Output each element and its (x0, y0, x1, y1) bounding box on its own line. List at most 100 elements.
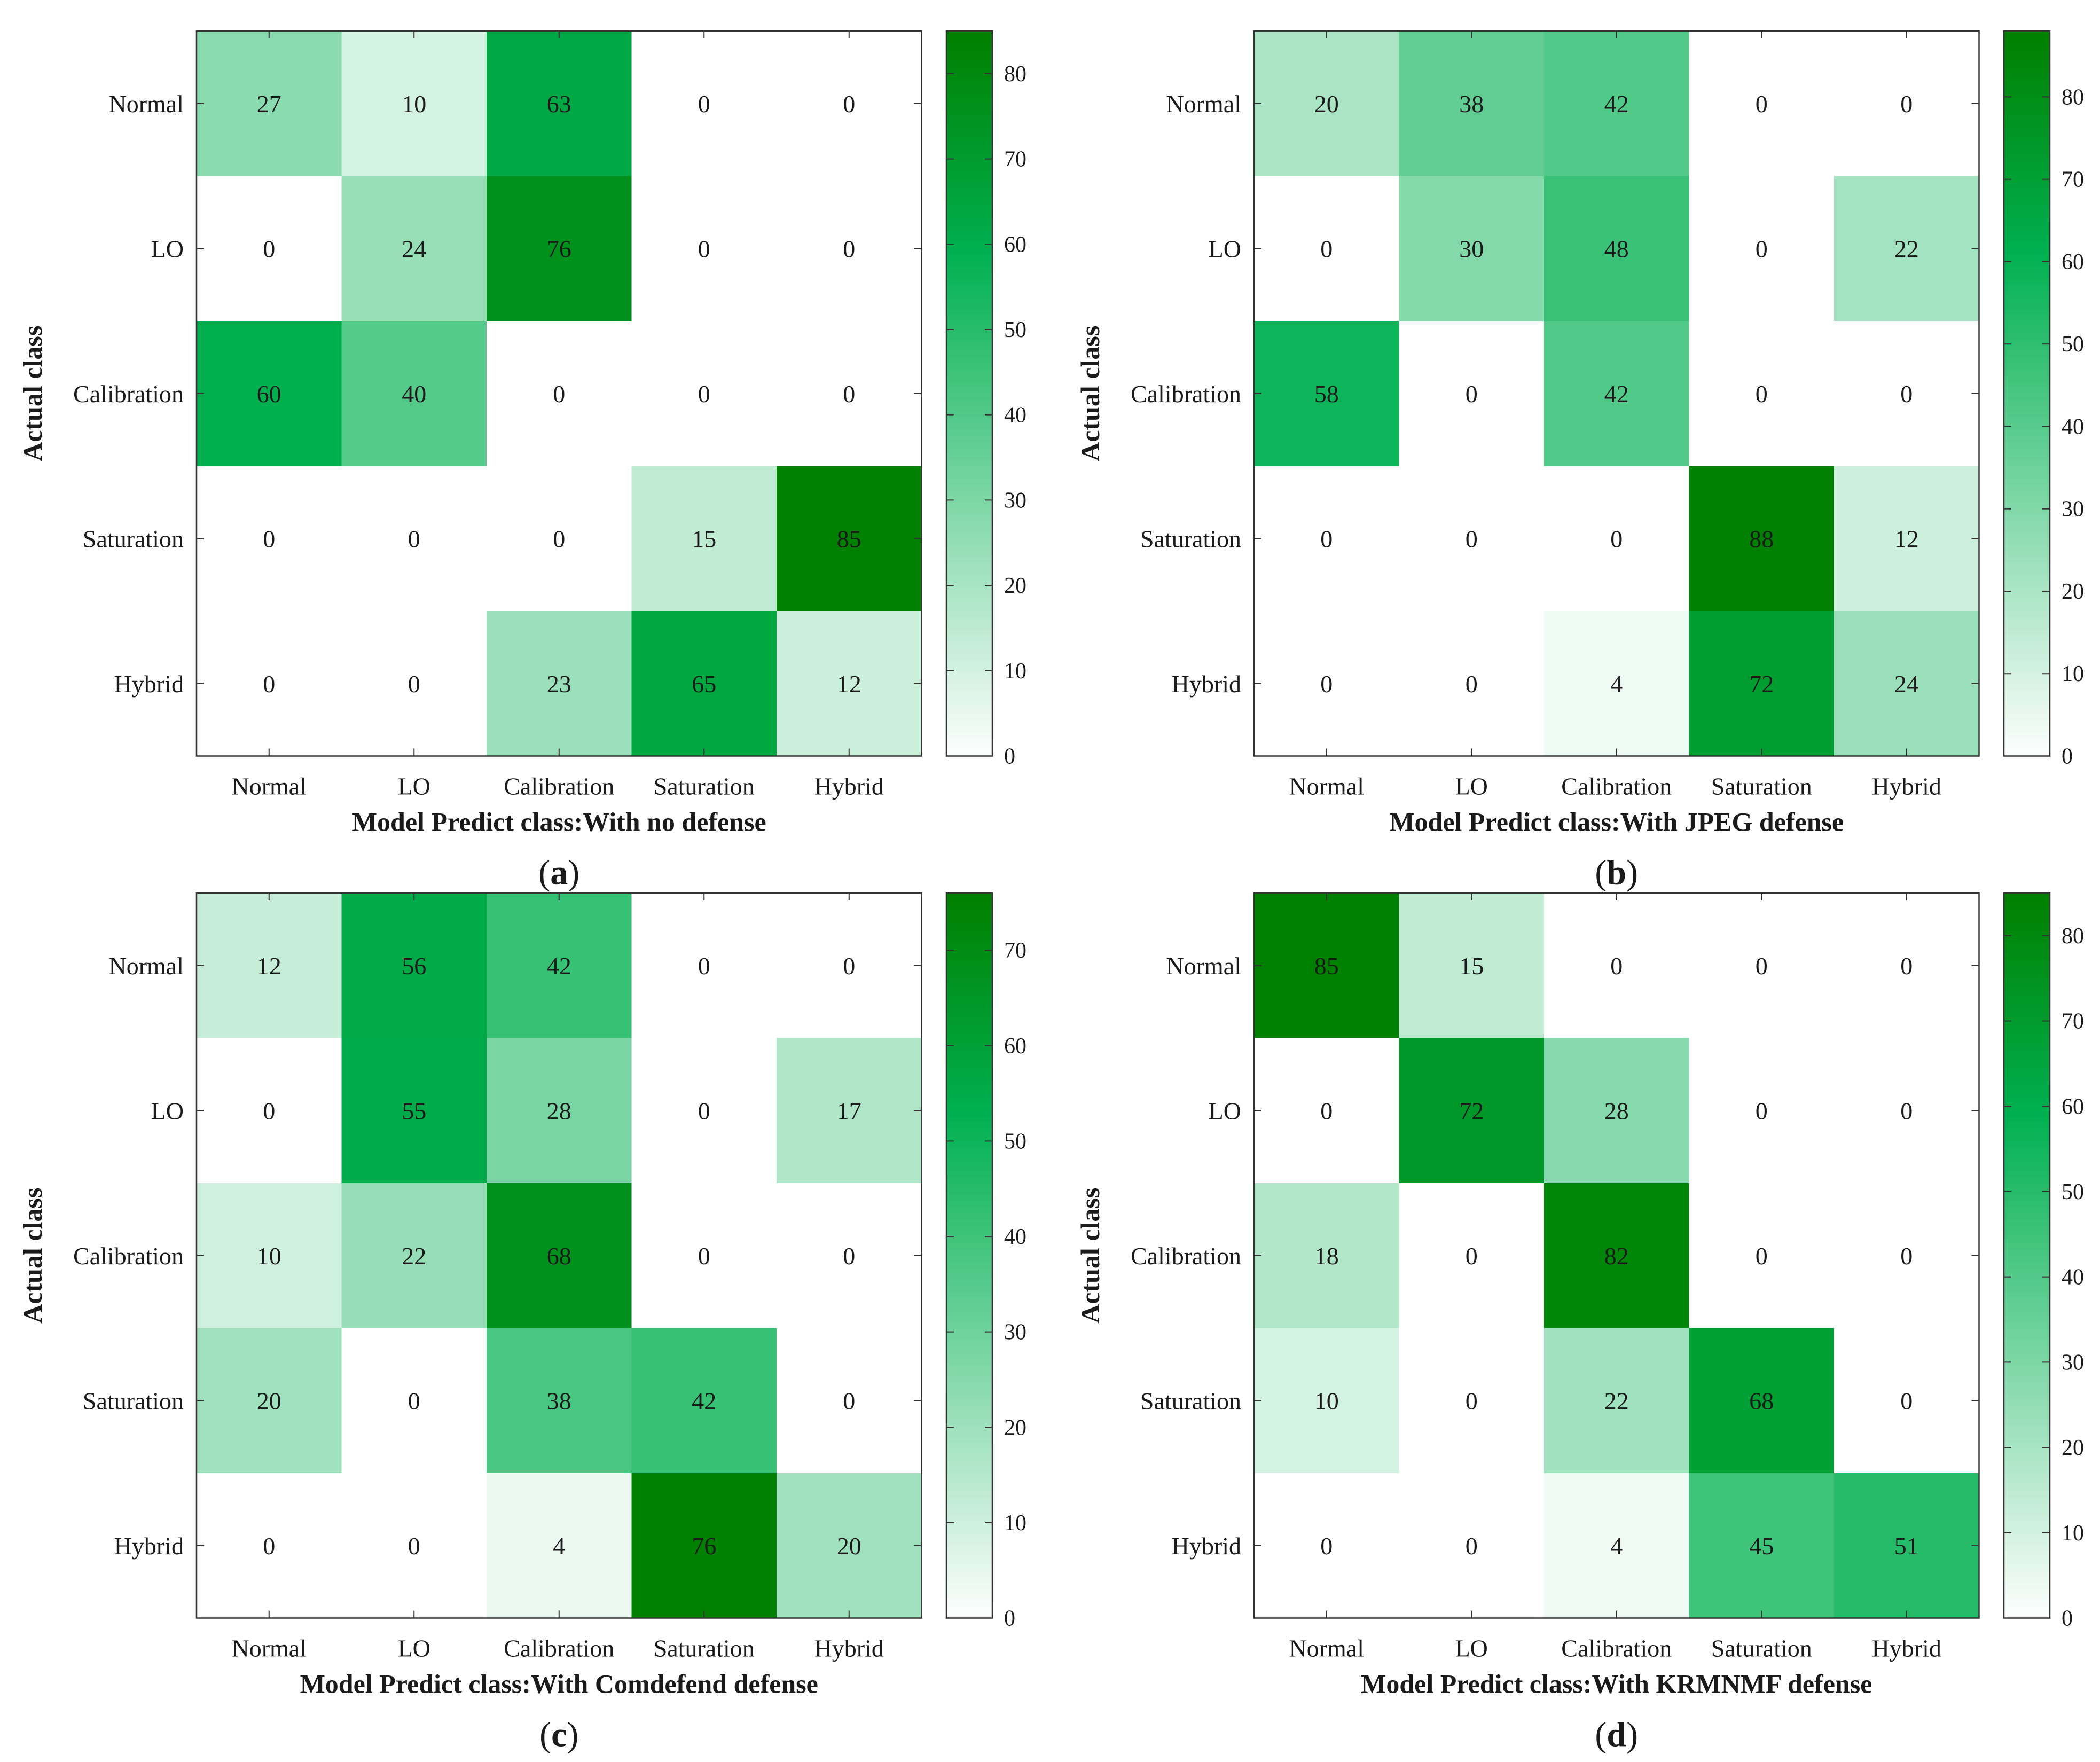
colorbar-segment (946, 1044, 992, 1051)
heatmap-cell-d-r4-c2 (1544, 1473, 1690, 1619)
heatmap-cell-c-r2-c1 (341, 1183, 487, 1329)
cell-value-d-r3-c2: 22 (1604, 1387, 1629, 1414)
cell-value-a-r4-c2: 23 (547, 670, 571, 698)
colorbar-segment (2004, 1557, 2050, 1564)
colorbar-segment (2004, 1606, 2050, 1612)
colorbar-segment (946, 1388, 992, 1395)
colorbar-segment (2004, 194, 2050, 201)
colorbar-segment (946, 532, 992, 539)
colorbar-segment (946, 1515, 992, 1522)
colorbar-segment (2004, 1280, 2050, 1287)
cell-value-d-r1-c1: 72 (1459, 1097, 1484, 1124)
heatmap-cell-c-r0-c4 (777, 893, 922, 1039)
colorbar-segment (946, 345, 992, 352)
colorbar-segment (946, 453, 992, 460)
colorbar-segment (946, 893, 992, 900)
colorbar-tick-label: 10 (1004, 1511, 1027, 1536)
colorbar-segment (946, 188, 992, 195)
colorbar-segment (946, 1171, 992, 1178)
colorbar-segment (946, 1237, 992, 1244)
colorbar-segment (946, 905, 992, 912)
cell-value-c-r0-c0: 12 (257, 952, 281, 980)
colorbar-segment (946, 996, 992, 1003)
colorbar-segment (2004, 345, 2050, 352)
heatmap-cell-d-r0-c3 (1689, 893, 1835, 1039)
heatmap-cell-c-r3-c4 (777, 1328, 922, 1474)
colorbar-segment (946, 1352, 992, 1359)
colorbar-tick-label: 50 (1004, 318, 1027, 342)
colorbar-segment (2004, 725, 2050, 733)
colorbar-segment (946, 442, 992, 449)
heatmap-cell-c-r1-c3 (631, 1038, 777, 1184)
colorbar-segment (946, 1189, 992, 1196)
colorbar-segment (2004, 369, 2050, 376)
colorbar-segment (2004, 1237, 2050, 1244)
colorbar-segment (946, 1092, 992, 1099)
cell-value-b-r1-c0: 0 (1320, 235, 1333, 262)
colorbar-tick-label: 20 (2062, 579, 2084, 604)
cell-value-a-r1-c1: 24 (402, 235, 426, 262)
colorbar-segment (2004, 917, 2050, 924)
colorbar-segment (946, 1581, 992, 1588)
colorbar-segment (946, 1467, 992, 1474)
colorbar-segment (946, 1552, 992, 1559)
colorbar-segment (2004, 1322, 2050, 1329)
colorbar-segment (2004, 291, 2050, 297)
colorbar-segment (946, 1370, 992, 1377)
colorbar-segment (2004, 351, 2050, 358)
colorbar-segment (946, 134, 992, 140)
colorbar-segment (2004, 708, 2050, 715)
colorbar-segment (946, 1038, 992, 1045)
heatmap-cell-b-r4-c1 (1399, 611, 1545, 757)
colorbar-frame (2003, 30, 2051, 757)
cell-value-d-r3-c3: 68 (1749, 1387, 1774, 1414)
colorbar-segment (2004, 1545, 2050, 1552)
colorbar-segment (946, 1406, 992, 1413)
colorbar-segment (2004, 935, 2050, 942)
heatmap-cell-b-r4-c2 (1544, 611, 1690, 757)
y-axis-label: Actual class (18, 1188, 48, 1324)
heatmap-cell-c-r0-c1 (341, 893, 487, 1039)
colorbar-segment (946, 677, 992, 684)
colorbar-segment (946, 1479, 992, 1486)
colorbar-segment (946, 170, 992, 177)
colorbar-segment (2004, 959, 2050, 966)
colorbar-tick-label: 20 (1004, 574, 1027, 598)
heatmap-cell-c-r2-c2 (487, 1183, 632, 1329)
colorbar-segment (946, 635, 992, 642)
colorbar-segment (946, 659, 992, 666)
colorbar-segment (946, 260, 992, 267)
colorbar-segment (946, 1527, 992, 1534)
colorbar-segment (2004, 296, 2050, 303)
heatmap-cell-b-r1-c2 (1544, 176, 1690, 322)
colorbar-segment (946, 1001, 992, 1008)
cell-value-c-r2-c3: 0 (698, 1242, 710, 1270)
colorbar-segment (946, 435, 992, 443)
heatmap-cell-b-r3-c3 (1689, 466, 1835, 612)
cell-value-c-r0-c4: 0 (843, 952, 855, 980)
colorbar-segment (946, 641, 992, 648)
colorbar-segment (946, 121, 992, 128)
colorbar-segment (946, 738, 992, 745)
colorbar-segment (946, 61, 992, 68)
colorbar-segment (946, 714, 992, 721)
colorbar-segment (2004, 278, 2050, 285)
colorbar-segment (946, 1080, 992, 1087)
colorbar-segment (946, 1158, 992, 1165)
colorbar-segment (946, 381, 992, 388)
colorbar-segment (2004, 557, 2050, 563)
colorbar-segment (2004, 400, 2050, 406)
x-tick-label: LO (398, 773, 430, 800)
colorbar-segment (2004, 719, 2050, 726)
colorbar-segment (2004, 1328, 2050, 1335)
colorbar-segment (946, 1334, 992, 1341)
colorbar-segment (946, 1286, 992, 1293)
cell-value-b-r3-c1: 0 (1466, 525, 1478, 552)
colorbar-segment (2004, 484, 2050, 491)
colorbar-segment (2004, 448, 2050, 455)
colorbar-tick-label: 0 (2062, 1607, 2073, 1631)
colorbar-segment (946, 176, 992, 183)
cell-value-c-r3-c0: 20 (257, 1387, 281, 1414)
colorbar-segment (946, 1213, 992, 1220)
colorbar-segment (2004, 206, 2050, 213)
